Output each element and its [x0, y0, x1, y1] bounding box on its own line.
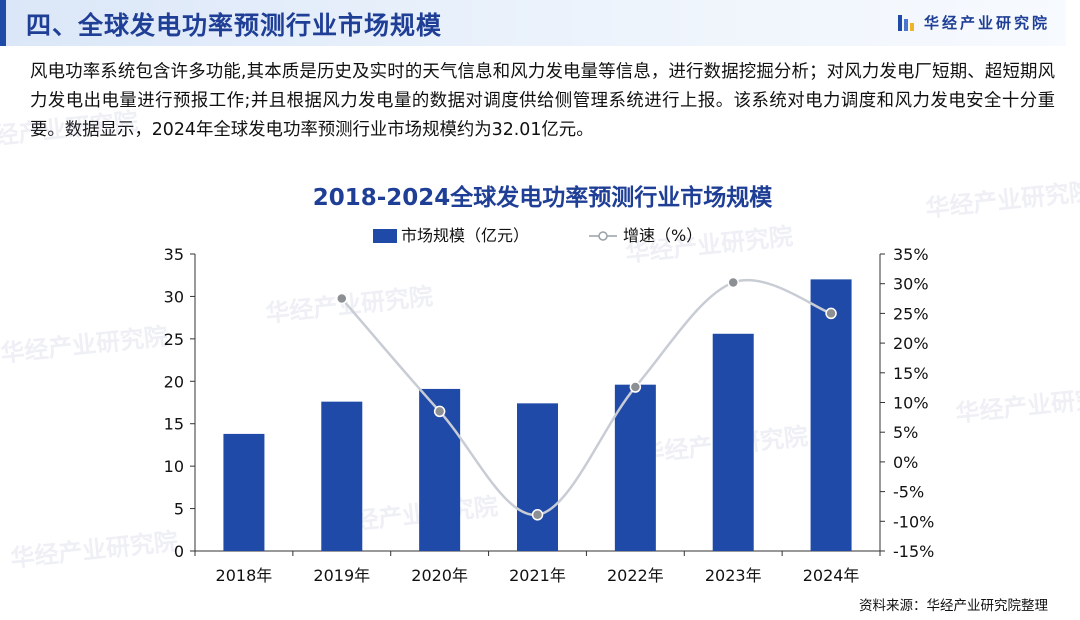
bar-market-size	[614, 384, 656, 551]
chart-title: 2018-2024全球发电功率预测行业市场规模	[313, 184, 774, 211]
x-tick-label: 2018年	[216, 566, 273, 585]
x-tick-label: 2023年	[705, 566, 762, 585]
y-right-tick-label: 25%	[893, 304, 929, 323]
y-left-tick-label: 35	[164, 245, 184, 264]
legend-line-marker	[598, 231, 608, 241]
y-right-tick-label: -5%	[893, 483, 924, 502]
x-tick-label: 2019年	[313, 566, 370, 585]
brand-name: 华经产业研究院	[923, 14, 1050, 32]
bar-market-size	[712, 333, 754, 551]
y-left-tick-label: 20	[164, 372, 184, 391]
y-right-tick-label: 20%	[893, 334, 929, 353]
y-left-tick-label: 5	[174, 500, 184, 519]
y-right-tick-label: 15%	[893, 364, 929, 383]
y-left-tick-label: 30	[164, 287, 184, 306]
growth-rate-point	[433, 405, 446, 418]
bar-market-size	[810, 279, 852, 551]
x-tick-label: 2022年	[607, 566, 664, 585]
y-right-tick-label: 10%	[893, 394, 929, 413]
growth-rate-line	[340, 279, 832, 517]
y-left-tick-label: 15	[164, 415, 184, 434]
growth-rate-point	[727, 276, 739, 289]
brand: 华经产业研究院	[897, 12, 1050, 33]
bar-market-size	[517, 403, 558, 551]
x-tick-label: 2020年	[411, 566, 468, 585]
y-right-tick-label: -10%	[893, 512, 934, 531]
page-title: 四、全球发电功率预测行业市场规模	[26, 11, 443, 40]
y-right-tick-label: 0%	[893, 453, 918, 472]
brand-logo-icon	[897, 14, 914, 31]
x-tick-label: 2021年	[509, 566, 566, 585]
growth-rate-point	[336, 292, 348, 305]
y-left-tick-label: 25	[164, 330, 184, 349]
y-left-tick-label: 10	[164, 457, 184, 476]
source-note: 资料来源：华经产业研究院整理	[859, 598, 1048, 614]
x-tick-label: 2024年	[803, 566, 860, 585]
intro-paragraph: 风电功率系统包含许多功能,其本质是历史及实时的天气信息和风力发电量等信息，进行数…	[30, 62, 1055, 140]
bar-market-size	[223, 433, 265, 551]
growth-rate-point	[531, 509, 544, 521]
bar-market-size	[321, 401, 363, 551]
y-right-tick-label: 35%	[893, 245, 929, 264]
growth-rate-point	[629, 381, 642, 393]
y-right-tick-label: -15%	[893, 542, 934, 561]
y-right-tick-label: 5%	[893, 423, 918, 442]
legend-bar-swatch	[373, 229, 397, 243]
y-left-tick-label: 0	[174, 542, 184, 561]
legend-bar-label: 市场规模（亿元）	[401, 226, 529, 245]
header-bar: 四、全球发电功率预测行业市场规模 华经产业研究院	[0, 0, 1066, 46]
legend-line-label: 增速（%）	[623, 226, 702, 245]
growth-rate-point	[825, 307, 837, 320]
y-right-tick-label: 30%	[893, 275, 929, 294]
